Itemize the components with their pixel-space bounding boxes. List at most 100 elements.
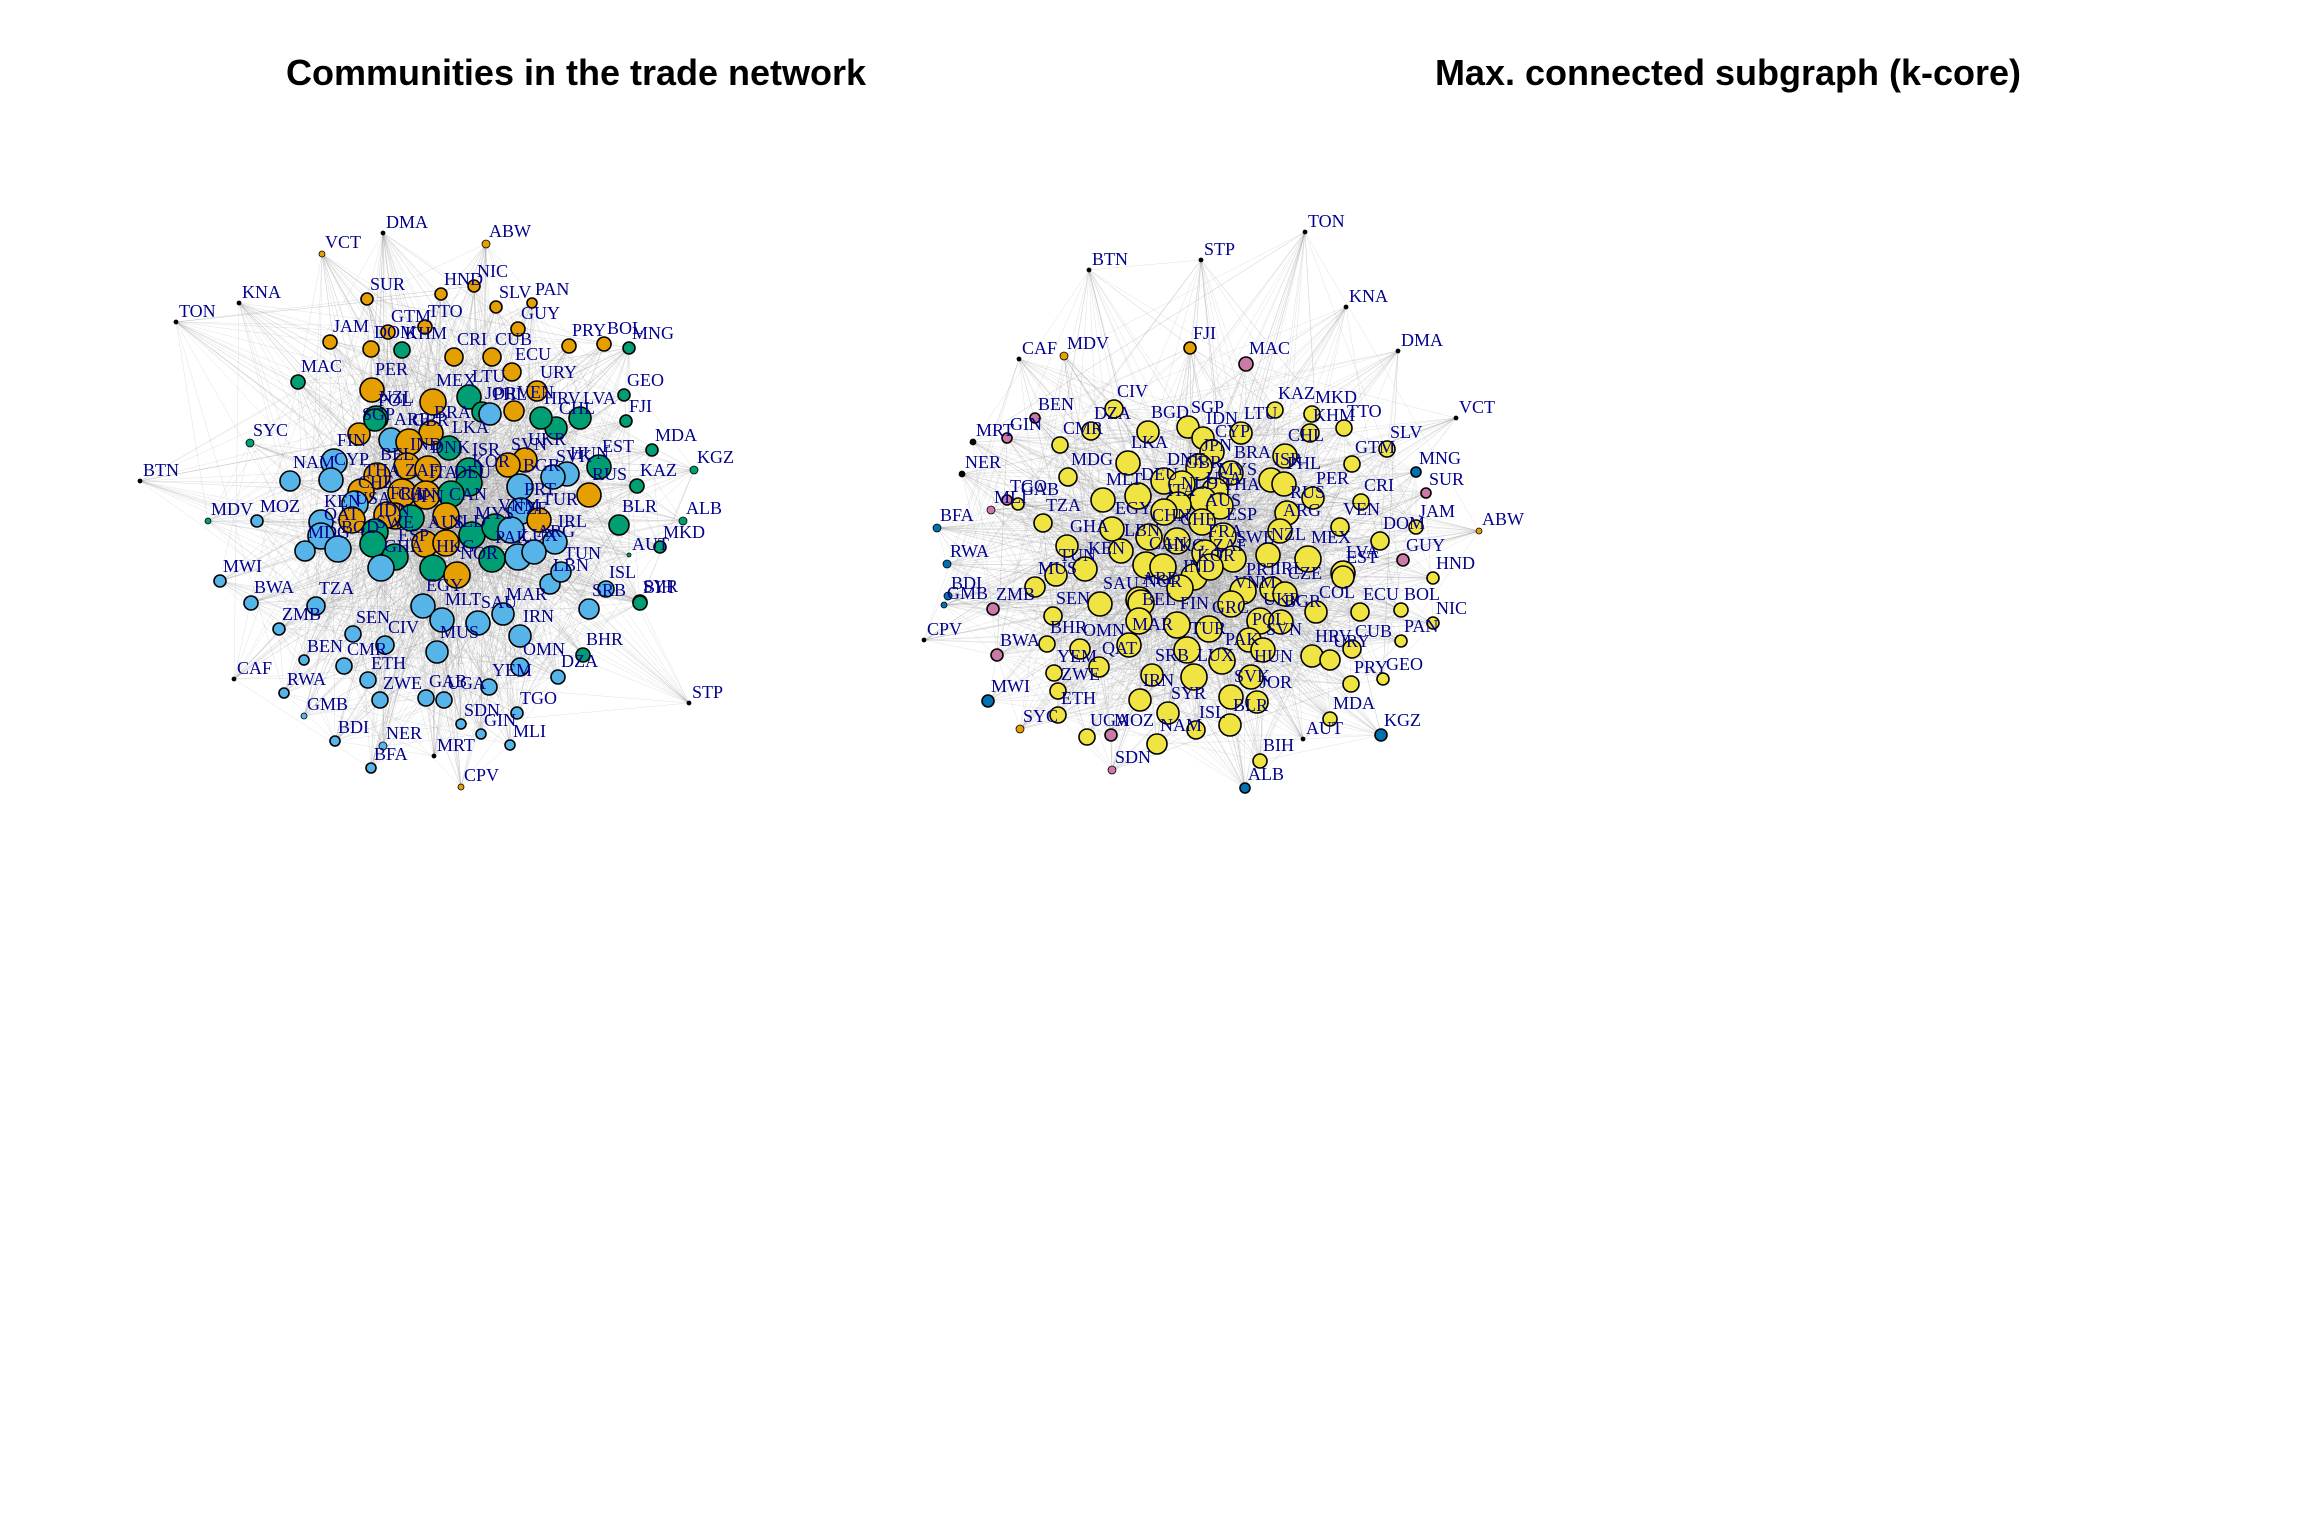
trade-edge [972,347,1191,443]
country-node-jam [322,334,338,350]
country-node-mng [1410,466,1422,478]
trade-edge [384,644,490,688]
country-label-fin: FIN [337,430,366,450]
country-node-mdg [1058,467,1078,487]
country-node-bwa [243,595,259,611]
country-node-slv [489,300,503,314]
trade-edge [337,548,369,681]
country-node-dma [380,230,386,236]
country-node-can [432,502,460,530]
trade-edge [936,527,1059,716]
trade-edge [382,232,410,443]
trade-edge [440,293,519,558]
country-label-pry: PRY [1354,657,1388,677]
country-label-geo: GEO [627,370,664,390]
trade-edge [1245,306,1347,365]
trade-edge [972,441,1331,720]
trade-edge [1006,495,1139,501]
country-node-bhr [575,647,591,663]
trade-edge [207,444,399,522]
trade-edge [139,480,396,558]
trade-edge [1189,347,1434,579]
trade-edge [250,583,551,604]
country-node-yem [480,678,498,696]
country-label-gin: GIN [1010,414,1042,434]
trade-edge [1113,408,1311,434]
country-node-pan [526,297,538,309]
trade-edge [330,356,455,481]
country-node-guy [1396,553,1410,567]
panel-title-kcore: Max. connected subgraph (k-core) [1434,52,2022,93]
trade-edge [441,243,487,621]
trade-edge [947,499,1008,597]
trade-edge [1189,259,1202,349]
trade-edge [443,699,511,746]
country-label-khm: KHM [1313,405,1355,425]
trade-edge [1351,463,1404,561]
trade-edge [1053,545,1068,674]
country-label-rwa: RWA [287,669,326,689]
country-label-civ: CIV [1117,381,1148,401]
trade-edge [1084,306,1347,570]
trade-edge [1250,559,1404,678]
country-label-lva: LVA [583,388,616,408]
trade-edge [460,469,695,559]
trade-edge [509,561,511,746]
trade-edge [1386,350,1399,450]
country-node-fji [1183,341,1197,355]
country-label-cyp: CYP [334,449,369,469]
trade-edge [175,321,378,477]
trade-edge [992,590,1244,610]
country-node-mac [1238,356,1254,372]
trade-edge [370,554,630,769]
trade-edge [436,345,570,559]
trade-edge [1209,350,1399,568]
trade-edge [947,576,1172,597]
trade-edge [495,306,590,610]
trade-edge [379,676,559,701]
trade-edge [451,532,521,668]
trade-edge [367,583,551,681]
trade-edge [256,341,331,522]
trade-edge [367,679,462,725]
country-label-bfa: BFA [374,744,408,764]
trade-edge [297,348,372,383]
trade-edge [1034,476,1069,588]
trade-edge [1209,417,1457,568]
country-node-irn [1128,688,1152,712]
country-node-pan [1394,634,1408,648]
country-label-ind: IND [1183,556,1215,576]
trade-edge [1034,408,1115,419]
trade-edge [278,628,336,742]
trade-edge [427,371,513,498]
country-label-are: ARE [394,409,430,429]
country-label-arg: ARG [537,521,575,541]
trade-edge [972,441,1048,645]
country-label-ltu: LTU [1244,403,1277,423]
country-label-ita: ITA [429,462,458,482]
country-label-khm: KHM [405,323,447,343]
trade-edge [1311,471,1417,657]
country-label-mac: MAC [301,356,342,376]
trade-edge [1059,350,1399,446]
trade-edge [175,293,442,323]
trade-edge [1262,611,1361,651]
trade-edge [1230,577,1434,698]
trade-edge [334,556,498,742]
trade-edge [947,430,1092,597]
trade-edge [1006,499,1130,646]
trade-edge [432,401,522,512]
country-node-ury [1319,649,1341,671]
trade-edge [416,551,590,610]
trade-edge [972,441,1129,529]
trade-edge [453,328,519,358]
trade-edge [1147,431,1341,528]
trade-edge [256,520,317,607]
country-label-rus: RUS [1290,482,1325,502]
trade-edge [256,520,427,699]
trade-edge [207,520,369,681]
trade-edge [370,556,396,769]
trade-edge [462,516,690,704]
country-label-lux: LUX [521,525,558,545]
trade-edge [207,520,445,701]
